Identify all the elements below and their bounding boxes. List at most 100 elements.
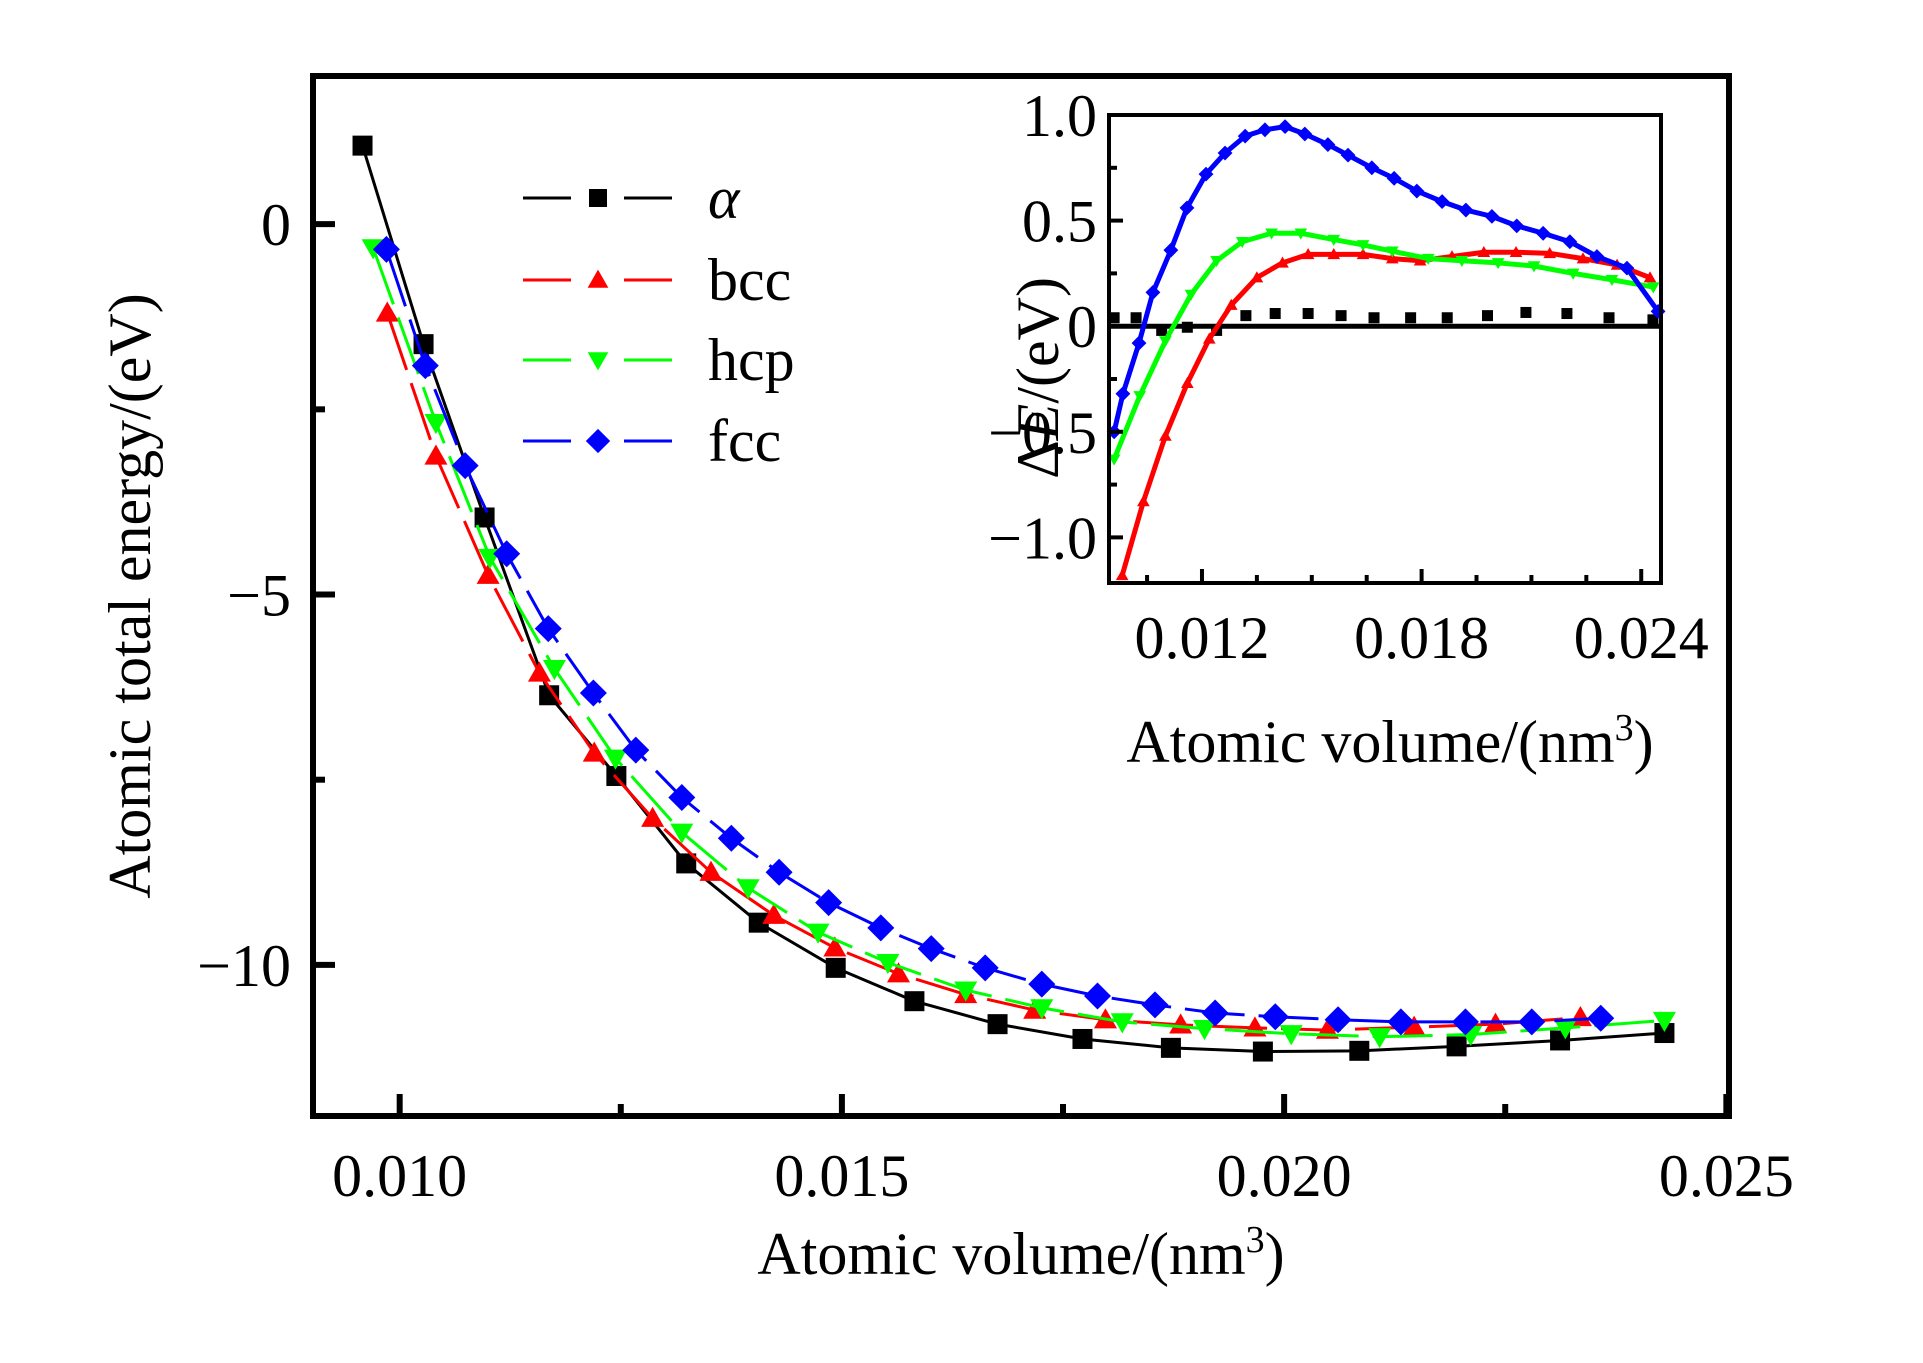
inset-point-fcc xyxy=(1484,208,1500,224)
inset-point-bcc xyxy=(1327,248,1341,260)
inset-point-fcc xyxy=(1535,225,1551,241)
main-point-hcp xyxy=(542,659,566,681)
inset-point-fcc xyxy=(1237,128,1253,144)
main-point-fcc xyxy=(1587,1004,1615,1032)
inset-point-hcp xyxy=(1605,274,1619,287)
inset-point-alpha xyxy=(1240,310,1252,322)
main-point-fcc xyxy=(1028,970,1056,998)
main-point-fcc xyxy=(1387,1008,1415,1036)
inset-y-axis-title-unit: /(eV) xyxy=(1005,277,1071,404)
main-x-axis-title-text: Atomic volume/(nm xyxy=(757,1221,1245,1287)
main-point-fcc xyxy=(917,935,945,963)
inset-y-axis-title-delta: Δ xyxy=(1005,440,1071,479)
inset-y-tick-label: −0.5 xyxy=(988,400,1097,466)
inset-y-axis-title-variable: E xyxy=(1005,404,1071,442)
main-point-fcc xyxy=(765,858,793,886)
main-point-fcc xyxy=(1261,1003,1289,1031)
main-point-fcc xyxy=(411,352,439,380)
main-point-alpha xyxy=(474,507,495,528)
inset-point-fcc xyxy=(1257,122,1273,138)
inset-point-alpha xyxy=(1441,312,1453,324)
main-point-alpha xyxy=(987,1014,1008,1035)
main-point-hcp xyxy=(1193,1019,1217,1041)
legend-label-alpha: α xyxy=(708,165,741,231)
main-point-bcc xyxy=(1402,1015,1426,1036)
inset-point-alpha xyxy=(1181,321,1193,333)
main-point-alpha xyxy=(748,912,769,933)
main-y-tick-label: 0 xyxy=(261,192,291,258)
inset-point-fcc xyxy=(1409,183,1425,199)
main-y-axis-title: Atomic total energy/(eV) xyxy=(97,293,163,898)
inset-point-bcc xyxy=(1224,298,1238,310)
legend-item-alpha: α xyxy=(523,165,741,231)
inset-point-alpha xyxy=(1520,306,1532,318)
inset-point-hcp xyxy=(1566,268,1580,280)
inset-x-axis-title-close: ) xyxy=(1634,709,1654,775)
main-point-bcc xyxy=(823,936,847,957)
inset-point-alpha xyxy=(1130,312,1142,324)
inset-point-fcc xyxy=(1434,194,1450,210)
inset-point-fcc xyxy=(1562,234,1578,250)
main-series-fcc xyxy=(372,235,1615,1036)
inset-point-bcc xyxy=(1413,254,1427,266)
inset-point-alpha xyxy=(1603,312,1615,324)
inset-point-alpha xyxy=(1302,308,1314,320)
main-x-tick-label: 0.010 xyxy=(332,1143,467,1209)
main-point-fcc xyxy=(1141,991,1169,1019)
main-point-bcc xyxy=(527,661,551,682)
main-ticks xyxy=(313,221,1730,1116)
main-series-layer xyxy=(352,135,1676,1062)
inset-tick-labels: 0.012 0.018 0.024 1.0 0.5 0 −0.5 −1.0 xyxy=(988,83,1709,671)
inset-point-hcp xyxy=(1327,234,1341,246)
main-point-hcp xyxy=(954,981,978,1002)
main-point-bcc xyxy=(887,962,911,983)
main-point-fcc xyxy=(1518,1008,1546,1036)
inset-point-bcc xyxy=(1250,271,1264,283)
inset-point-alpha xyxy=(1335,310,1347,322)
main-point-bcc xyxy=(582,741,606,762)
main-point-fcc xyxy=(1451,1008,1479,1036)
inset-x-axis-title: Atomic volume/(nm3) xyxy=(1126,707,1653,775)
main-point-alpha xyxy=(904,991,925,1012)
main-point-fcc xyxy=(493,540,521,568)
main-point-fcc xyxy=(451,452,479,480)
inset-ticks xyxy=(1109,113,1644,583)
inset-point-bcc xyxy=(1576,252,1590,264)
main-point-fcc xyxy=(579,679,607,707)
inset-x-tick-label: 0.018 xyxy=(1354,605,1489,671)
main-line-hcp xyxy=(371,247,1665,1039)
inset-plot: 0.012 0.018 0.024 1.0 0.5 0 −0.5 −1.0 Atomic vo… xyxy=(988,83,1709,775)
inset-series-fcc xyxy=(1106,119,1666,440)
main-point-alpha xyxy=(1160,1037,1181,1058)
inset-series-bcc xyxy=(1115,245,1657,581)
inset-point-fcc xyxy=(1619,260,1635,276)
inset-point-hcp xyxy=(1356,240,1370,252)
legend-label-fcc: fcc xyxy=(708,408,781,474)
inset-line-bcc xyxy=(1119,249,1651,577)
legend-label-hcp: hcp xyxy=(708,327,795,393)
inset-line-hcp xyxy=(1111,230,1654,461)
main-point-bcc xyxy=(641,806,665,827)
main-point-hcp xyxy=(876,954,900,975)
main-point-hcp xyxy=(1030,999,1054,1020)
main-point-alpha xyxy=(539,685,560,706)
inset-y-axis-title: ΔE/(eV) xyxy=(1005,277,1071,479)
main-y-tick-label: −5 xyxy=(227,563,291,629)
inset-point-bcc xyxy=(1509,245,1523,258)
main-point-alpha xyxy=(1654,1023,1675,1044)
inset-point-hcp xyxy=(1527,261,1541,273)
inset-point-alpha xyxy=(1405,312,1417,324)
inset-point-fcc xyxy=(1217,145,1233,161)
legend-item-fcc: fcc xyxy=(523,408,781,474)
main-point-bcc xyxy=(375,301,399,322)
main-x-tick-label: 0.025 xyxy=(1659,1143,1794,1209)
inset-point-alpha xyxy=(1108,312,1120,324)
main-point-hcp xyxy=(1279,1025,1303,1046)
inset-x-tick-label: 0.024 xyxy=(1574,605,1709,671)
main-x-axis-title-superscript: 3 xyxy=(1246,1219,1265,1261)
inset-point-fcc xyxy=(1198,166,1214,182)
main-point-hcp xyxy=(736,879,760,900)
main-point-fcc xyxy=(1084,982,1112,1010)
